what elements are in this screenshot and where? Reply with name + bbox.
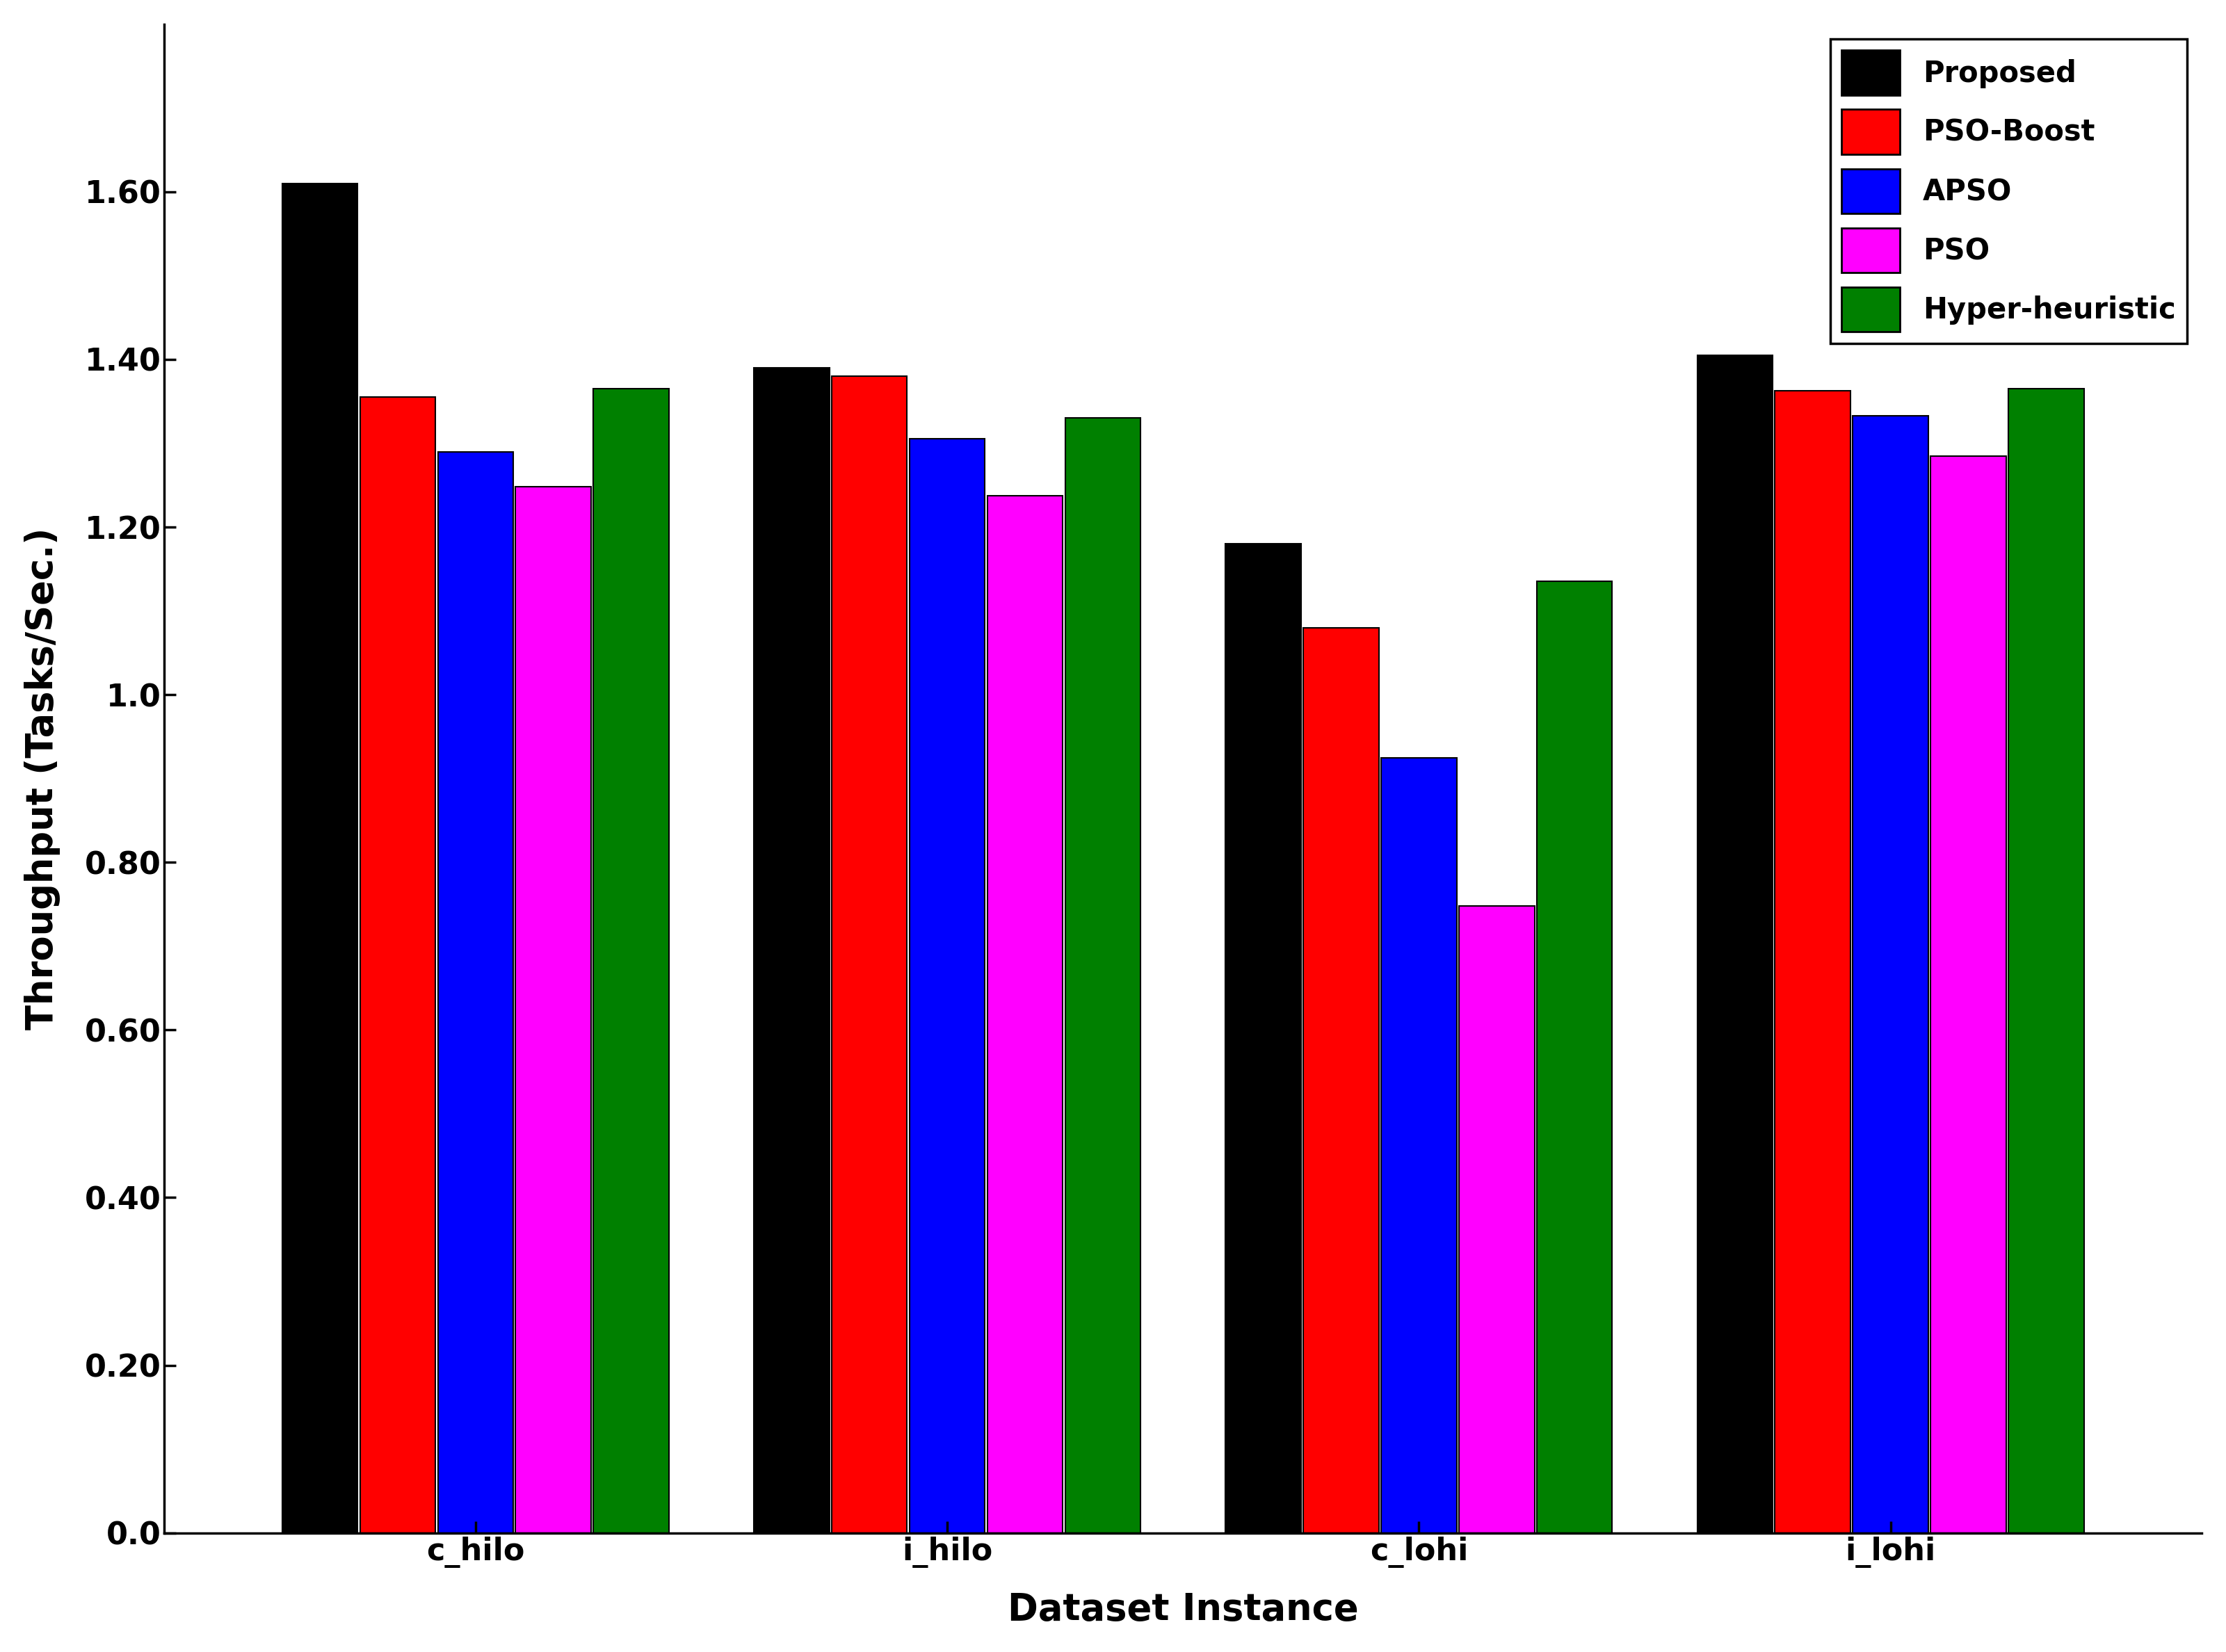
Bar bbox=[1380, 758, 1456, 1533]
Y-axis label: Throughput (Tasks/Sec.): Throughput (Tasks/Sec.) bbox=[24, 527, 60, 1029]
Bar bbox=[1930, 456, 2006, 1533]
Bar bbox=[755, 368, 830, 1533]
Bar bbox=[833, 377, 908, 1533]
Legend: Proposed, PSO-Boost, APSO, PSO, Hyper-heuristic: Proposed, PSO-Boost, APSO, PSO, Hyper-he… bbox=[1830, 38, 2188, 344]
Bar bbox=[910, 439, 984, 1533]
Bar bbox=[1774, 390, 1850, 1533]
Bar bbox=[361, 396, 436, 1533]
Bar bbox=[1852, 416, 1928, 1533]
Bar bbox=[594, 388, 670, 1533]
Bar bbox=[2008, 388, 2084, 1533]
Bar bbox=[1536, 582, 1612, 1533]
Bar bbox=[516, 487, 592, 1533]
Bar bbox=[1064, 418, 1140, 1533]
Bar bbox=[1458, 905, 1534, 1533]
Bar bbox=[1696, 355, 1772, 1533]
Bar bbox=[283, 183, 358, 1533]
Bar bbox=[988, 496, 1062, 1533]
Bar bbox=[439, 451, 514, 1533]
Bar bbox=[1227, 544, 1300, 1533]
Bar bbox=[1304, 628, 1378, 1533]
X-axis label: Dataset Instance: Dataset Instance bbox=[1008, 1593, 1358, 1627]
